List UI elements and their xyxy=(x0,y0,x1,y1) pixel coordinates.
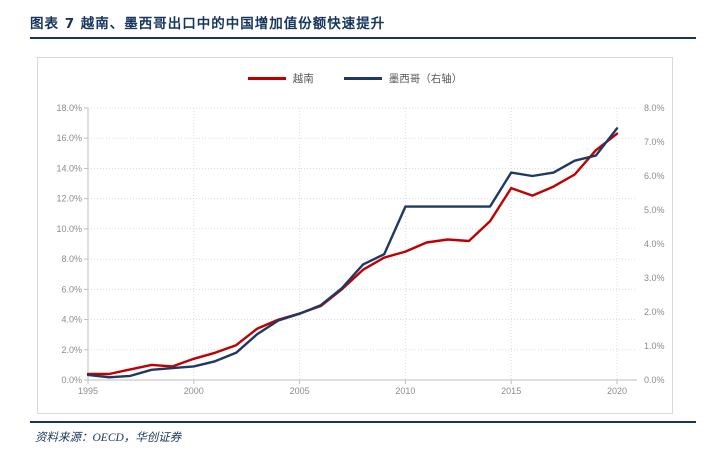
y-right-tick-label: 3.0% xyxy=(644,273,665,283)
y-right-tick-label: 4.0% xyxy=(644,239,665,249)
mexico-line-swatch xyxy=(343,77,382,80)
y-left-tick-label: 14.0% xyxy=(56,163,82,173)
y-left-tick-label: 6.0% xyxy=(61,284,82,294)
chart-area: 越南 墨西哥（右轴） 0.0% 2.0% 4.0% 6.0% 8.0% 10.0% 12.0… xyxy=(37,57,673,414)
vietnam-line-swatch xyxy=(247,77,286,80)
x-tick-label: 2005 xyxy=(290,386,310,396)
y-right-tick-label: 5.0% xyxy=(644,205,665,215)
title-divider xyxy=(30,37,696,39)
x-tick-label: 2015 xyxy=(501,386,521,396)
y-left-tick-label: 16.0% xyxy=(56,133,82,143)
y-left-tick-label: 18.0% xyxy=(56,103,82,113)
x-tick-label: 1995 xyxy=(78,386,98,396)
y-left-tick-label: 8.0% xyxy=(61,254,82,264)
y-right-tick-label: 7.0% xyxy=(644,137,665,147)
y-left-tick-label: 12.0% xyxy=(56,194,82,204)
x-tick-label: 2020 xyxy=(607,386,627,396)
y-left-tick-label: 0.0% xyxy=(61,375,82,385)
legend-label-mexico: 墨西哥（右轴） xyxy=(388,73,463,85)
source-note: 资料来源：OECD，华创证券 xyxy=(35,432,182,444)
x-tick-label: 2000 xyxy=(184,386,204,396)
mexico-series-line xyxy=(86,127,619,379)
y-right-tick-label: 0.0% xyxy=(644,375,665,385)
legend-item-vietnam: 越南 xyxy=(247,71,314,86)
y-left-tick-label: 10.0% xyxy=(56,224,82,234)
y-left-tick-label: 4.0% xyxy=(61,315,82,325)
chart-legend: 越南 墨西哥（右轴） xyxy=(38,71,672,86)
y-right-tick-label: 2.0% xyxy=(644,307,665,317)
legend-item-mexico: 墨西哥（右轴） xyxy=(343,71,463,86)
y-right-tick-label: 1.0% xyxy=(644,341,665,351)
y-right-tick-label: 8.0% xyxy=(644,103,665,113)
y-left-tick-label: 2.0% xyxy=(61,345,82,355)
x-tick-label: 2010 xyxy=(395,386,415,396)
figure-title: 图表 7 越南、墨西哥出口中的中国增加值份额快速提升 xyxy=(30,16,386,32)
vietnam-series-line xyxy=(86,132,619,376)
y-right-tick-label: 6.0% xyxy=(644,171,665,181)
source-divider xyxy=(30,421,696,423)
line-chart-svg: 0.0% 2.0% 4.0% 6.0% 8.0% 10.0% 12.0% 14.0% 16.0%… xyxy=(56,103,665,396)
legend-label-vietnam: 越南 xyxy=(292,73,314,85)
